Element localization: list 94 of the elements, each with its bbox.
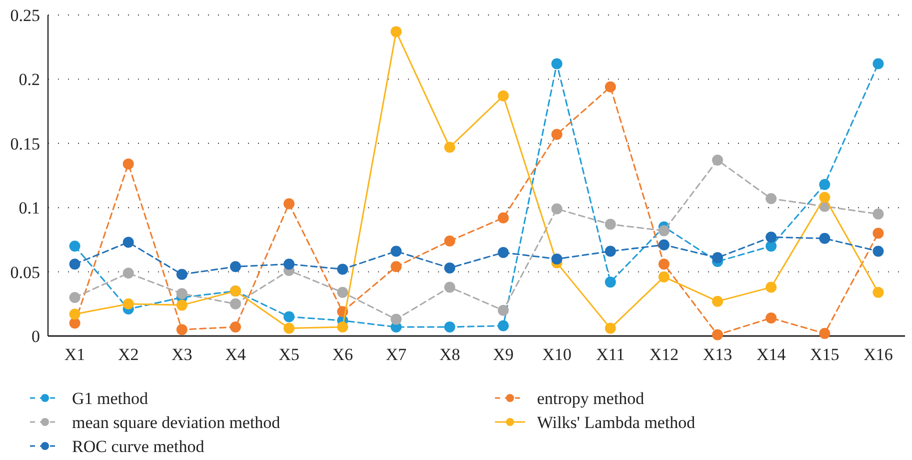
- x-tick-label: X1: [64, 345, 86, 364]
- point: [498, 212, 509, 224]
- y-tick-label: 0.2: [18, 70, 40, 90]
- point: [498, 304, 509, 316]
- point: [658, 239, 670, 250]
- point: [122, 236, 134, 248]
- point: [712, 154, 724, 166]
- point: [69, 308, 80, 320]
- point: [551, 203, 562, 214]
- point: [122, 268, 134, 279]
- x-tick-label: X2: [118, 345, 139, 364]
- point: [284, 322, 295, 334]
- point: [444, 282, 456, 293]
- point: [337, 264, 348, 275]
- point: [122, 298, 134, 310]
- x-tick-label: X14: [756, 345, 786, 364]
- x-tick-label: X5: [278, 345, 300, 364]
- point: [766, 232, 777, 243]
- point: [819, 232, 830, 244]
- point: [230, 261, 241, 272]
- point: [390, 261, 402, 272]
- x-tick-label: X4: [225, 345, 246, 364]
- point: [766, 193, 777, 204]
- point: [498, 320, 509, 332]
- y-tick-label: 0.25: [10, 6, 40, 25]
- point: [176, 288, 188, 300]
- legend-label: entropy method: [537, 388, 645, 408]
- point: [604, 218, 616, 230]
- point: [658, 258, 670, 270]
- point: [872, 228, 884, 239]
- point: [819, 178, 830, 190]
- point: [444, 235, 456, 246]
- point: [390, 246, 402, 257]
- point: [337, 322, 348, 333]
- point: [284, 311, 295, 322]
- point: [551, 253, 562, 264]
- legend-label: mean square deviation method: [72, 412, 281, 432]
- x-tick-label: X11: [596, 345, 625, 364]
- point: [872, 286, 884, 298]
- point: [551, 58, 562, 70]
- x-tick-label: X8: [439, 345, 460, 364]
- point: [819, 328, 830, 339]
- legend-label: ROC curve method: [72, 436, 205, 456]
- legend-label: G1 method: [72, 388, 149, 408]
- y-tick-label: 0.05: [10, 262, 40, 282]
- point: [390, 314, 402, 325]
- x-tick-label: X15: [810, 345, 840, 364]
- point: [69, 292, 80, 303]
- point: [604, 322, 616, 334]
- y-tick-label: 0.15: [10, 134, 40, 154]
- point: [604, 81, 616, 92]
- point: [498, 247, 509, 258]
- point: [551, 128, 562, 140]
- x-tick-label: X13: [702, 345, 732, 364]
- point: [176, 324, 188, 336]
- point: [766, 240, 777, 252]
- point: [230, 298, 241, 310]
- x-tick-label: X3: [172, 345, 192, 364]
- point: [176, 268, 188, 280]
- point: [712, 329, 724, 340]
- point: [872, 58, 884, 70]
- x-tick-label: X7: [386, 345, 408, 364]
- point: [284, 258, 295, 270]
- point: [230, 322, 241, 333]
- point: [604, 246, 616, 257]
- point: [390, 26, 402, 38]
- point: [766, 282, 777, 293]
- point: [69, 258, 80, 270]
- y-tick-label: 0.1: [18, 198, 40, 218]
- point: [712, 252, 724, 264]
- point: [444, 262, 456, 274]
- x-tick-label: X10: [542, 345, 572, 364]
- point: [604, 276, 616, 288]
- x-tick-label: X12: [649, 345, 679, 364]
- x-tick-label: X9: [492, 345, 514, 364]
- point: [712, 296, 724, 307]
- point: [872, 208, 884, 220]
- point: [337, 286, 348, 298]
- point: [819, 192, 830, 203]
- point: [444, 142, 456, 153]
- point: [69, 240, 80, 252]
- point: [284, 198, 295, 210]
- point: [872, 246, 884, 257]
- point: [498, 90, 509, 102]
- legend-label: Wilks' Lambda method: [537, 412, 696, 432]
- point: [444, 322, 456, 333]
- point: [122, 158, 134, 170]
- x-tick-label: X16: [864, 345, 893, 364]
- point: [766, 312, 777, 324]
- point: [176, 300, 188, 311]
- point: [658, 225, 670, 236]
- point: [658, 271, 670, 282]
- y-tick-label: 0: [32, 326, 40, 346]
- x-tick-label: X6: [332, 345, 353, 364]
